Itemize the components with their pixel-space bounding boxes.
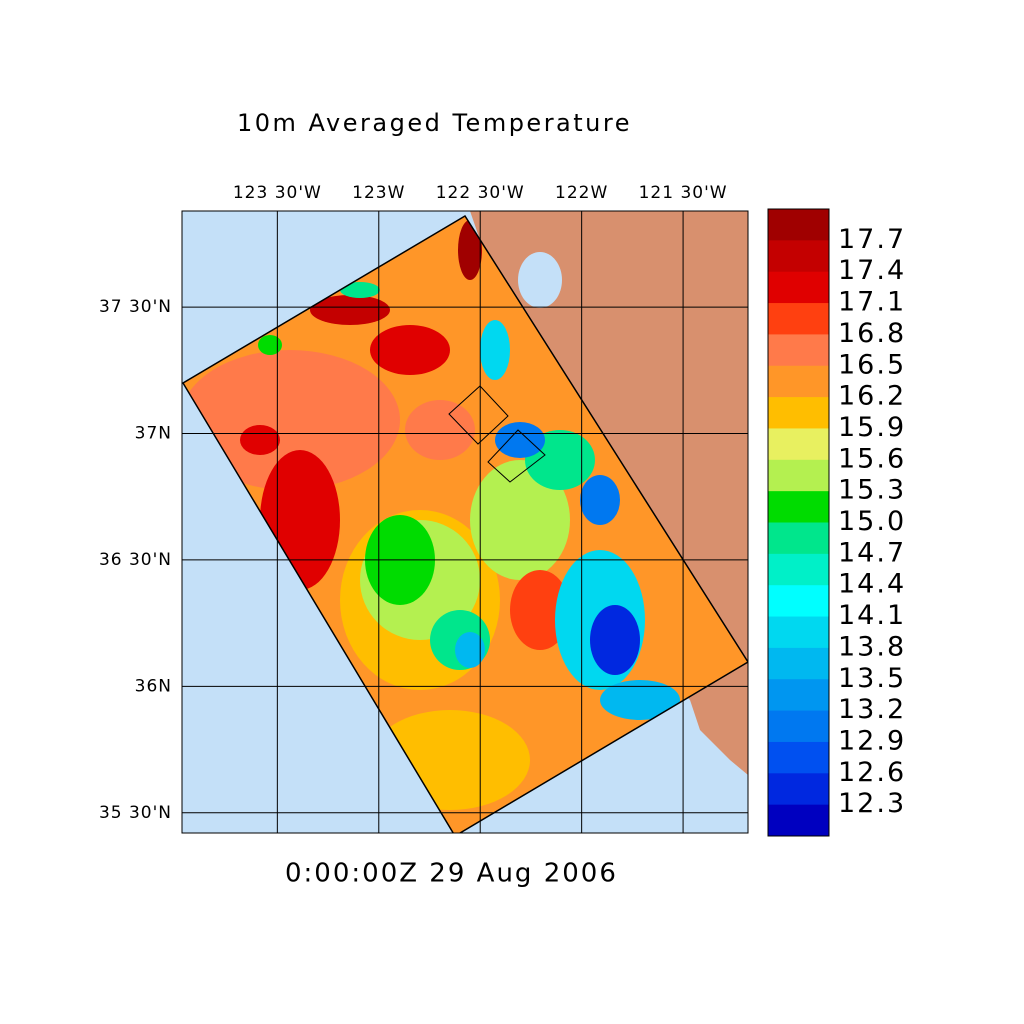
grid bbox=[182, 211, 748, 833]
colorbar-band bbox=[768, 240, 829, 273]
colorbar-band bbox=[768, 365, 829, 398]
colorbar-band bbox=[768, 710, 829, 743]
nest-box bbox=[487, 429, 546, 483]
lat-tick-label: 36N bbox=[135, 676, 172, 696]
colorbar-label: 17.7 bbox=[838, 224, 906, 255]
lon-tick-label: 122W bbox=[555, 183, 608, 203]
lon-tick-label: 123 30'W bbox=[233, 183, 322, 203]
title: 10m Averaged Temperature bbox=[237, 109, 632, 137]
colorbar-band bbox=[768, 647, 829, 680]
colorbar-band bbox=[768, 679, 829, 712]
colorbar-band bbox=[768, 804, 829, 837]
colorbar-label: 15.6 bbox=[838, 443, 906, 474]
colorbar-label: 16.8 bbox=[838, 318, 906, 349]
bay bbox=[518, 252, 562, 308]
colorbar-label: 13.8 bbox=[838, 631, 906, 662]
colorbar-band bbox=[768, 773, 829, 806]
colorbar-band bbox=[768, 209, 829, 241]
colorbar-band bbox=[768, 459, 829, 492]
map-frame bbox=[181, 210, 749, 834]
colorbar-band bbox=[768, 303, 829, 335]
colorbar-band bbox=[768, 741, 829, 774]
colorbar-band bbox=[768, 397, 829, 429]
colorbar-label: 15.0 bbox=[838, 506, 906, 537]
colorbar-label: 16.2 bbox=[838, 381, 906, 412]
colorbar-band bbox=[768, 522, 829, 555]
colorbar-label: 14.1 bbox=[838, 600, 906, 631]
lat-tick-label: 36 30'N bbox=[99, 550, 172, 570]
colorbar-band bbox=[768, 271, 829, 304]
colorbar-frame bbox=[767, 208, 830, 837]
colorbar-band bbox=[768, 428, 829, 461]
colorbar-label: 13.5 bbox=[838, 663, 906, 694]
time-label: 0:00:00Z 29 Aug 2006 bbox=[285, 859, 618, 889]
model-domain bbox=[182, 214, 748, 833]
colorbar-label: 13.2 bbox=[838, 694, 906, 725]
colorbar-label: 17.1 bbox=[838, 287, 906, 318]
colorbar-band bbox=[768, 553, 829, 586]
colorbar bbox=[768, 209, 829, 837]
colorbar-band bbox=[768, 616, 829, 649]
lon-tick-label: 121 30'W bbox=[639, 183, 728, 203]
colorbar-label: 14.7 bbox=[838, 537, 906, 568]
colorbar-label: 15.3 bbox=[838, 475, 906, 506]
lat-tick-label: 37N bbox=[135, 424, 172, 444]
colorbar-label: 12.6 bbox=[838, 757, 906, 788]
lon-tick-label: 122 30'W bbox=[436, 183, 525, 203]
colorbar-label: 15.9 bbox=[838, 412, 906, 443]
colorbar-label: 12.9 bbox=[838, 725, 906, 756]
colorbar-band bbox=[768, 585, 829, 618]
colorbar-label: 16.5 bbox=[838, 349, 906, 380]
colorbar-band bbox=[768, 334, 829, 367]
colorbar-band bbox=[768, 491, 829, 523]
lon-tick-label: 123W bbox=[352, 183, 405, 203]
colorbar-label: 14.4 bbox=[838, 569, 906, 600]
map bbox=[182, 211, 748, 833]
colorbar-label: 17.4 bbox=[838, 255, 906, 286]
lat-tick-label: 35 30'N bbox=[99, 803, 172, 823]
colorbar-label: 12.3 bbox=[838, 788, 906, 819]
lat-tick-label: 37 30'N bbox=[99, 297, 172, 317]
